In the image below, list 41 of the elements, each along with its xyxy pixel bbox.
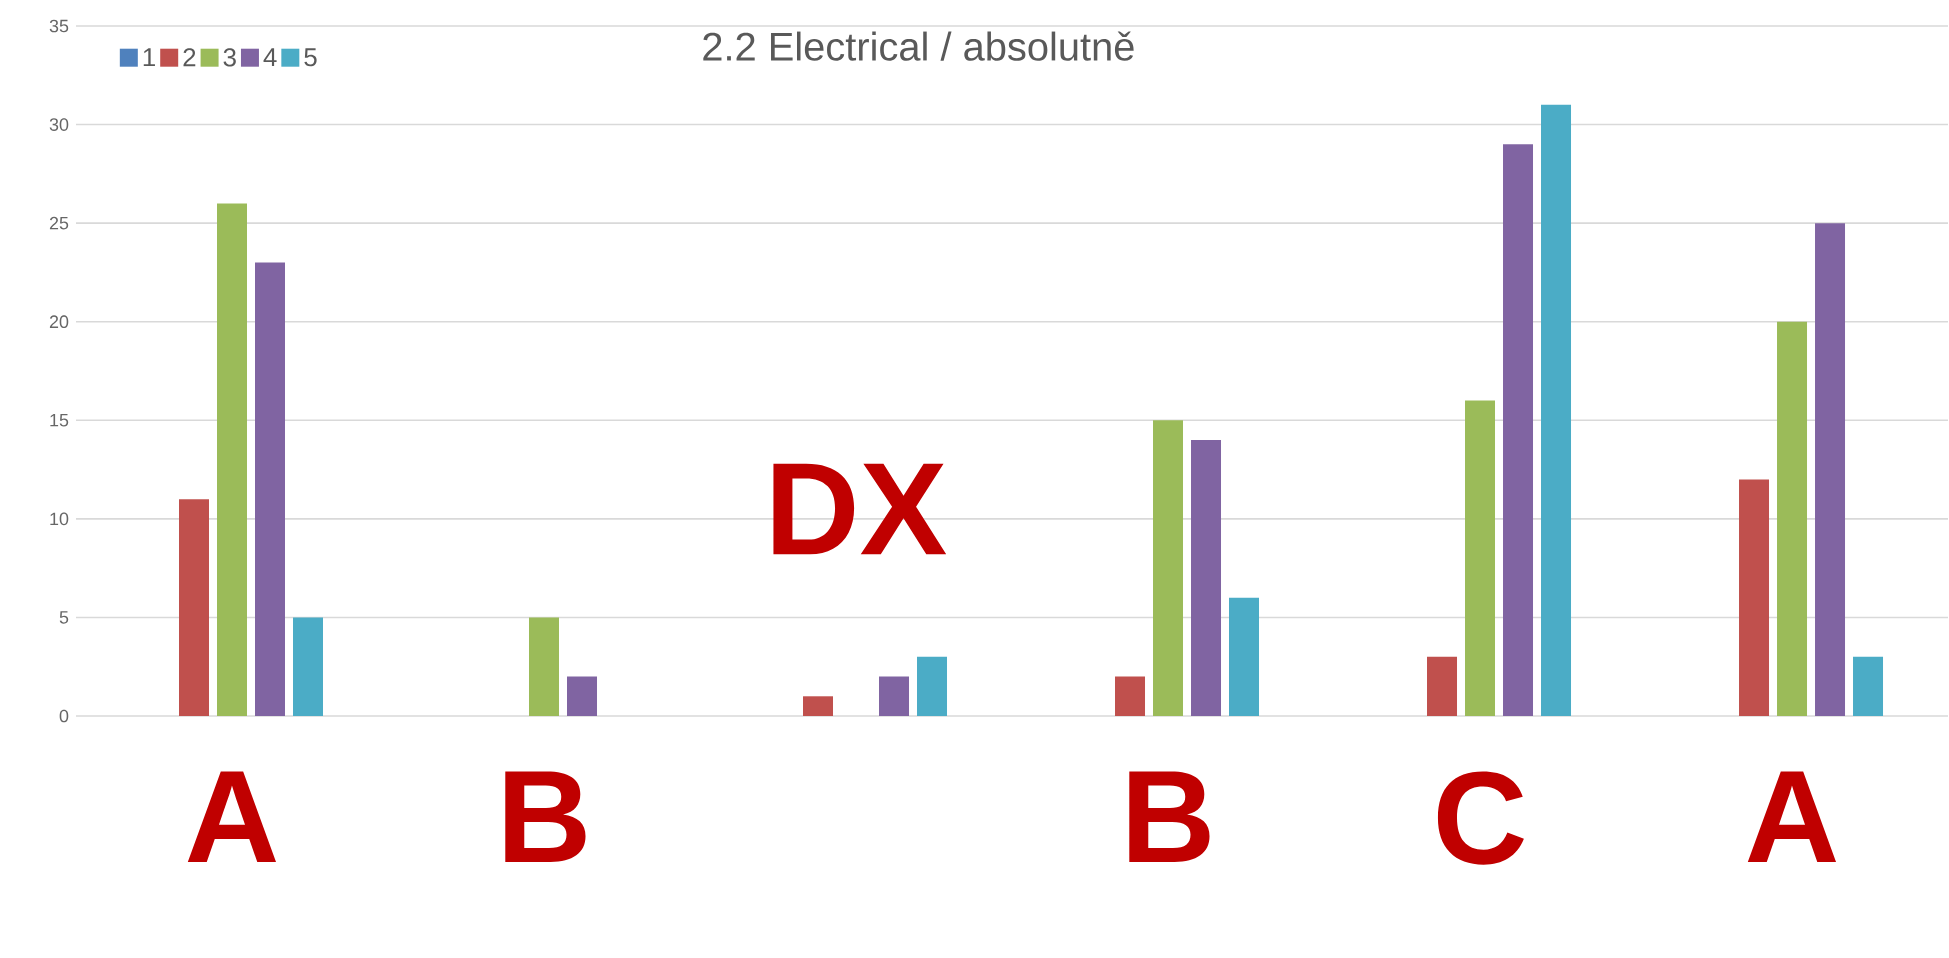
bar [567, 676, 598, 716]
bar [1503, 144, 1534, 716]
y-tick-label: 35 [49, 19, 69, 33]
x-tick-label: A [187, 771, 277, 863]
y-tick-label: 20 [49, 315, 69, 329]
bar [803, 696, 834, 716]
y-tick-label: 0 [59, 709, 69, 723]
bar [1815, 223, 1846, 716]
bar [179, 499, 209, 716]
bar [529, 617, 559, 716]
legend-label: 1 [143, 48, 155, 67]
bar [1153, 420, 1184, 716]
bar [1115, 676, 1146, 716]
y-tick-label: 25 [49, 216, 69, 230]
bar [917, 656, 948, 716]
annotation: DX [773, 463, 947, 555]
x-tick-label: C [1437, 771, 1524, 865]
y-tick-label: 5 [59, 611, 69, 624]
bar [1191, 440, 1222, 716]
legend-label: 3 [223, 48, 236, 67]
legend-label: 4 [263, 48, 277, 67]
bar [255, 262, 285, 716]
bar [293, 617, 323, 716]
y-tick-label: 30 [49, 118, 69, 131]
bar [1427, 656, 1458, 716]
bar [1739, 479, 1770, 716]
bar [1777, 321, 1808, 716]
x-tick-label: B [1129, 771, 1210, 863]
x-tick-label: B [505, 771, 586, 863]
legend-label: 2 [183, 48, 196, 67]
bar [1465, 400, 1496, 716]
bar [1853, 656, 1884, 716]
y-tick-label: 15 [50, 414, 69, 427]
y-tick-label: 10 [50, 512, 69, 526]
bar [879, 676, 910, 716]
legend-label: 5 [304, 48, 317, 67]
x-tick-label: A [1747, 771, 1837, 863]
bar [1541, 104, 1572, 716]
bar [1229, 597, 1260, 716]
chart-title: 2.2 Electrical / absolutně [703, 31, 1134, 61]
bar [217, 203, 247, 716]
